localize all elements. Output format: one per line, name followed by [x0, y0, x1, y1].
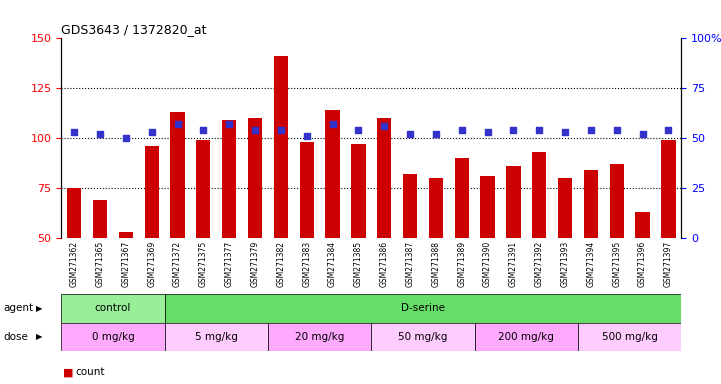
- Text: GSM271394: GSM271394: [586, 241, 596, 287]
- Text: GSM271395: GSM271395: [612, 241, 622, 287]
- Text: GSM271379: GSM271379: [251, 241, 260, 287]
- Text: GSM271397: GSM271397: [664, 241, 673, 287]
- Text: GSM271391: GSM271391: [509, 241, 518, 287]
- Bar: [325, 110, 340, 238]
- Bar: [578, 323, 681, 351]
- Bar: [145, 146, 159, 238]
- Point: [637, 131, 648, 137]
- Point: [249, 127, 261, 133]
- Bar: [377, 118, 392, 238]
- Point: [508, 127, 519, 133]
- Text: GSM271382: GSM271382: [276, 241, 286, 287]
- Point: [327, 121, 338, 127]
- Bar: [474, 323, 578, 351]
- Text: 5 mg/kg: 5 mg/kg: [195, 332, 238, 342]
- Bar: [506, 166, 521, 238]
- Point: [301, 133, 312, 139]
- Text: GSM271367: GSM271367: [121, 241, 131, 287]
- Text: control: control: [94, 303, 131, 313]
- Bar: [371, 323, 474, 351]
- Point: [198, 127, 209, 133]
- Point: [534, 127, 545, 133]
- Bar: [222, 120, 236, 238]
- Text: D-serine: D-serine: [401, 303, 445, 313]
- Bar: [268, 323, 371, 351]
- Text: ■: ■: [63, 367, 74, 377]
- Bar: [610, 164, 624, 238]
- Point: [663, 127, 674, 133]
- Text: GDS3643 / 1372820_at: GDS3643 / 1372820_at: [61, 23, 207, 36]
- Bar: [61, 294, 164, 323]
- Text: GSM271365: GSM271365: [96, 241, 105, 287]
- Text: GSM271387: GSM271387: [406, 241, 415, 287]
- Point: [559, 129, 571, 135]
- Text: 500 mg/kg: 500 mg/kg: [602, 332, 658, 342]
- Point: [120, 135, 132, 141]
- Text: count: count: [76, 367, 105, 377]
- Bar: [532, 152, 547, 238]
- Point: [456, 127, 467, 133]
- Point: [172, 121, 183, 127]
- Text: 200 mg/kg: 200 mg/kg: [498, 332, 554, 342]
- Text: GSM271372: GSM271372: [173, 241, 182, 287]
- Point: [430, 131, 442, 137]
- Text: GSM271386: GSM271386: [380, 241, 389, 287]
- Bar: [196, 140, 211, 238]
- Bar: [455, 158, 469, 238]
- Point: [482, 129, 493, 135]
- Bar: [93, 200, 107, 238]
- Bar: [480, 176, 495, 238]
- Text: GSM271393: GSM271393: [561, 241, 570, 287]
- Text: ▶: ▶: [36, 304, 43, 313]
- Text: GSM271390: GSM271390: [483, 241, 492, 287]
- Point: [353, 127, 364, 133]
- Point: [585, 127, 597, 133]
- Text: GSM271377: GSM271377: [225, 241, 234, 287]
- Text: GSM271362: GSM271362: [70, 241, 79, 287]
- Bar: [274, 56, 288, 238]
- Point: [404, 131, 416, 137]
- Bar: [164, 294, 681, 323]
- Bar: [300, 142, 314, 238]
- Text: ▶: ▶: [36, 333, 43, 341]
- Text: 0 mg/kg: 0 mg/kg: [92, 332, 134, 342]
- Bar: [635, 212, 650, 238]
- Text: GSM271369: GSM271369: [147, 241, 156, 287]
- Bar: [119, 232, 133, 238]
- Point: [68, 129, 80, 135]
- Text: GSM271384: GSM271384: [328, 241, 337, 287]
- Text: GSM271383: GSM271383: [302, 241, 311, 287]
- Text: GSM271396: GSM271396: [638, 241, 647, 287]
- Text: GSM271392: GSM271392: [535, 241, 544, 287]
- Point: [224, 121, 235, 127]
- Text: GSM271375: GSM271375: [199, 241, 208, 287]
- Text: GSM271389: GSM271389: [457, 241, 466, 287]
- Bar: [584, 170, 598, 238]
- Bar: [403, 174, 417, 238]
- Bar: [170, 112, 185, 238]
- Point: [94, 131, 106, 137]
- Point: [146, 129, 157, 135]
- Text: 50 mg/kg: 50 mg/kg: [398, 332, 448, 342]
- Text: GSM271388: GSM271388: [431, 241, 441, 287]
- Bar: [351, 144, 366, 238]
- Bar: [661, 140, 676, 238]
- Point: [611, 127, 622, 133]
- Point: [379, 123, 390, 129]
- Bar: [67, 188, 81, 238]
- Text: agent: agent: [4, 303, 34, 313]
- Bar: [61, 323, 164, 351]
- Bar: [248, 118, 262, 238]
- Bar: [164, 323, 268, 351]
- Text: 20 mg/kg: 20 mg/kg: [295, 332, 345, 342]
- Text: GSM271385: GSM271385: [354, 241, 363, 287]
- Bar: [558, 178, 572, 238]
- Point: [275, 127, 287, 133]
- Bar: [429, 178, 443, 238]
- Text: dose: dose: [4, 332, 29, 342]
